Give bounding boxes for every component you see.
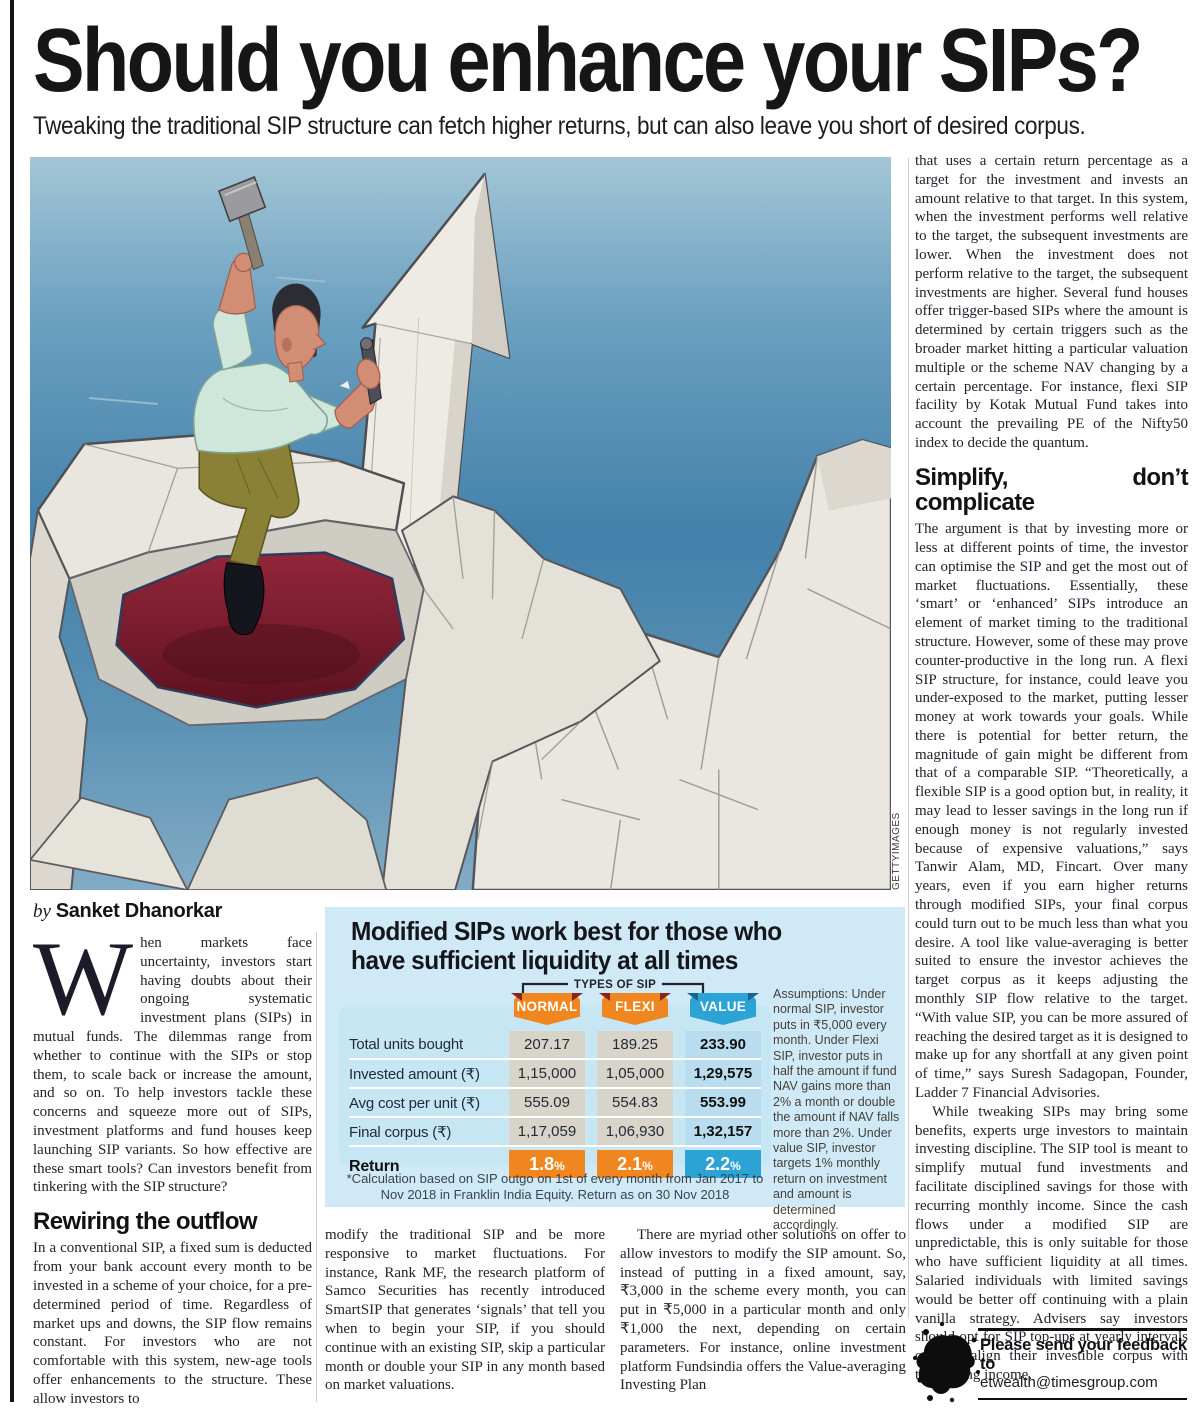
types-of-sip-label: TYPES OF SIP	[574, 979, 656, 991]
table-row: Invested amount (₹) 1,15,000 1,05,000 1,…	[349, 1060, 761, 1089]
table-row-return: Return 1.8% 2.1% 2.2%	[349, 1147, 761, 1184]
sip-comparison-panel: Modified SIPs work best for those who hav…	[325, 907, 905, 1232]
types-of-sip-bracket: TYPES OF SIP	[325, 973, 905, 1001]
article-subtitle: Tweaking the traditional SIP structure c…	[33, 112, 1086, 140]
column-divider-left	[316, 932, 317, 1402]
return-chip-value: 2.2%	[685, 1150, 761, 1178]
feedback-text: Please send your feedback to etwealth@ti…	[978, 1328, 1187, 1400]
table-row: Total units bought 207.17 189.25 233.90	[349, 1031, 761, 1060]
paragraph: The argument is that by investing more o…	[915, 521, 1188, 1102]
feedback-email: etwealth@timesgroup.com	[980, 1374, 1158, 1391]
feedback-line1: Please send your feedback to	[980, 1336, 1187, 1373]
red-pool	[115, 551, 406, 709]
middle-column: modify the traditional SIP and be more r…	[325, 1226, 605, 1395]
intro-text: hen markets face uncertainty, investors …	[33, 935, 312, 1196]
feedback-box: Please send your feedback to etwealth@ti…	[913, 1321, 1187, 1403]
table-title: Modified SIPs work best for those who hav…	[351, 916, 782, 975]
middle-right-column: There are myriad other solutions on offe…	[620, 1226, 906, 1395]
return-chip-flexi: 2.1%	[597, 1150, 673, 1178]
return-chip-normal: 1.8%	[509, 1150, 585, 1178]
column-badge-flexi: FLEXI	[599, 993, 671, 1025]
section-heading-simplify: Simplify, don’t complicate	[915, 463, 1189, 516]
shoe	[223, 562, 265, 636]
sip-table-card: NORMAL FLEXI VALUE Total units bought 20…	[339, 993, 771, 1178]
column-divider-right	[908, 158, 909, 1318]
paragraph: In a conventional SIP, a fixed sum is de…	[33, 1240, 312, 1407]
byline: by Sanket Dhanorkar	[33, 900, 222, 923]
table-assumptions: Assumptions: Under normal SIP, investor …	[773, 987, 900, 1233]
photo-credit: GETTYIMAGES	[891, 812, 902, 890]
column-badge-normal: NORMAL	[511, 993, 583, 1025]
paragraph: There are myriad other solutions on offe…	[620, 1227, 906, 1394]
column-badge-value: VALUE	[687, 993, 759, 1025]
paragraph: modify the traditional SIP and be more r…	[325, 1227, 605, 1394]
table-row: Avg cost per unit (₹) 555.09 554.83 553.…	[349, 1089, 761, 1118]
head	[272, 283, 327, 383]
section-heading-rewiring: Rewiring the outflow	[33, 1208, 258, 1236]
byline-author: Sanket Dhanorkar	[55, 900, 223, 922]
article-header: Should you enhance your SIPs? Tweaking t…	[33, 16, 1188, 141]
page-left-rule	[10, 0, 14, 1402]
sculptor-figure	[193, 176, 382, 636]
hammer	[217, 176, 267, 271]
shirt	[193, 362, 328, 454]
ink-splat-icon	[913, 1321, 980, 1403]
right-column: that uses a certain return percentage as…	[915, 152, 1189, 1385]
article-title: Should you enhance your SIPs?	[33, 11, 1143, 111]
drop-cap: W	[33, 920, 134, 1037]
byline-prefix: by	[33, 901, 51, 922]
stone-chip	[339, 380, 350, 389]
paragraph: that uses a certain return percentage as…	[915, 153, 1188, 451]
paragraph: While tweaking SIPs may bring some benef…	[915, 1103, 1188, 1383]
table-row: Final corpus (₹) 1,17,059 1,06,930 1,32,…	[349, 1118, 761, 1147]
article-illustration	[28, 157, 893, 892]
table-footnote: *Calculation based on SIP outgo on 1st o…	[346, 1171, 764, 1202]
center-rocks	[381, 495, 661, 892]
table-header-row: NORMAL FLEXI VALUE	[349, 993, 761, 1031]
